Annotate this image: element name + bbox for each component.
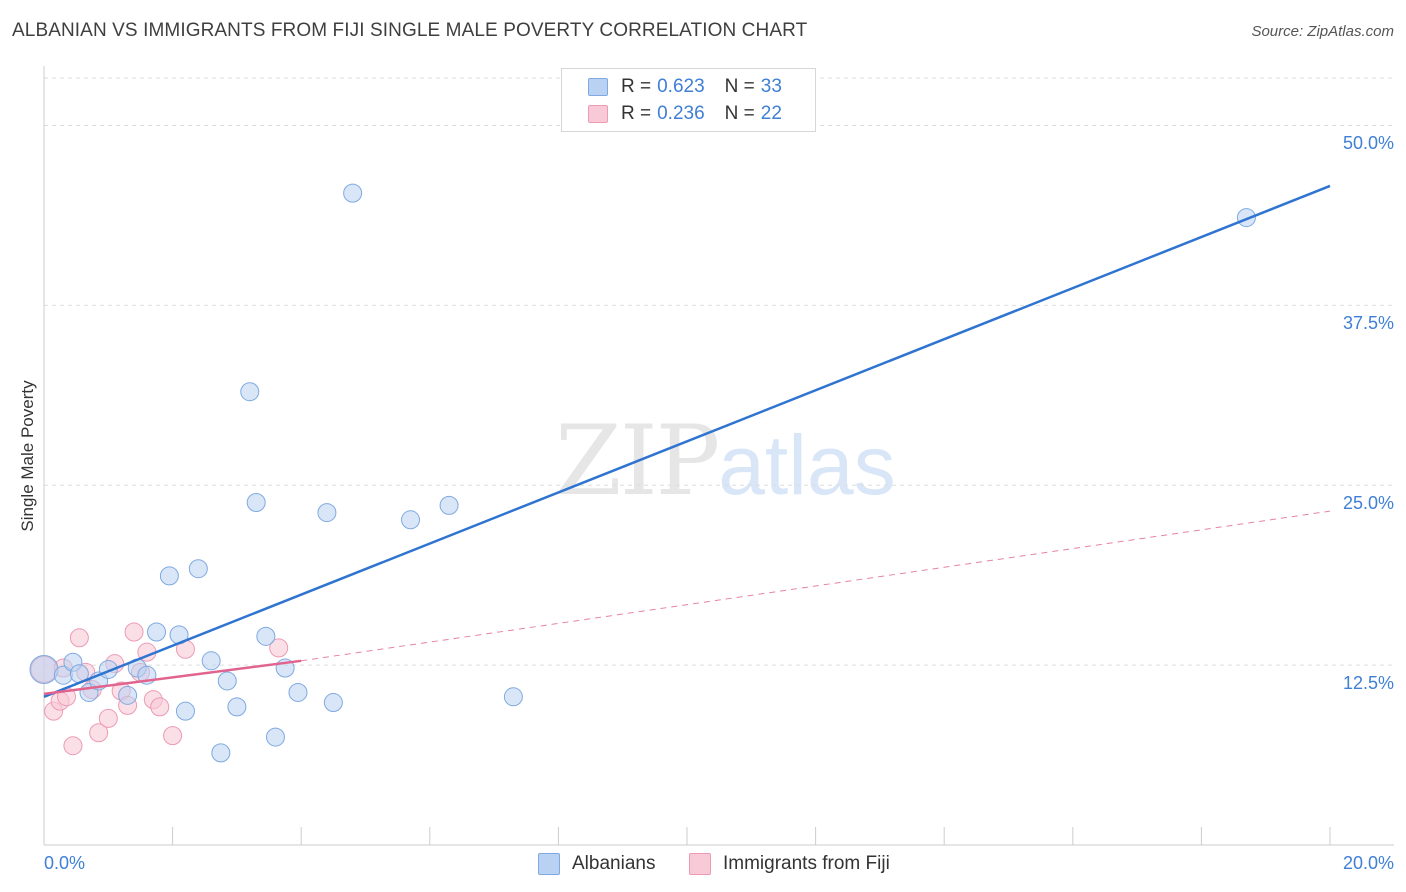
y-tick-label: 50.0%: [1342, 133, 1394, 154]
point-albanians: [401, 510, 421, 530]
gridlines: [44, 77, 1394, 666]
y-tick-label: 12.5%: [1342, 673, 1394, 694]
legend-r-label: R =: [621, 103, 652, 124]
point-albanians: [159, 566, 179, 586]
point-fiji: [69, 628, 89, 648]
trend-lines: [301, 510, 1331, 662]
watermark-atlas: atlas: [718, 418, 896, 512]
point-albanians: [343, 183, 363, 203]
legend-swatch-albanians: [588, 78, 608, 96]
legend-label-fiji: Immigrants from Fiji: [723, 853, 890, 874]
series-albanians: [29, 183, 1331, 763]
trendline-fiji: [43, 659, 302, 696]
trendline-fiji-dashed: [301, 510, 1331, 662]
watermark: ZIPatlas: [555, 405, 896, 517]
legend-swatch-fiji: [588, 105, 608, 123]
point-albanians: [323, 693, 343, 713]
legend-swatch-fiji: [689, 853, 711, 875]
correlation-legend: R = 0.623 N = 33 R = 0.236 N = 22: [561, 68, 816, 132]
legend-item-albanians[interactable]: Albanians: [538, 852, 655, 876]
point-albanians: [118, 685, 138, 705]
legend-swatch-albanians: [538, 853, 560, 875]
legend-row-fiji: R = 0.236 N = 22: [588, 102, 782, 126]
point-albanians: [175, 701, 195, 721]
point-albanians: [288, 682, 308, 702]
point-albanians: [201, 651, 221, 671]
x-tick-label-max: 20.0%: [1342, 853, 1394, 873]
trendline-albanians: [43, 184, 1331, 698]
legend-item-fiji[interactable]: Immigrants from Fiji: [689, 852, 890, 876]
point-fiji: [150, 697, 170, 717]
point-albanians: [439, 495, 459, 515]
point-albanians: [317, 503, 337, 523]
legend-label-albanians: Albanians: [572, 853, 656, 874]
axes: [43, 66, 1394, 846]
point-albanians: [147, 622, 167, 642]
legend-n-label: N =: [724, 76, 755, 97]
point-albanians: [217, 671, 237, 691]
series-legend: Albanians Immigrants from Fiji: [0, 852, 1406, 876]
point-fiji: [98, 708, 118, 728]
point-fiji: [163, 726, 183, 746]
point-albanians: [227, 697, 247, 717]
legend-n-value: 22: [760, 103, 782, 124]
point-albanians: [240, 382, 260, 402]
legend-r-value: 0.623: [657, 76, 705, 97]
legend-r-label: R =: [621, 76, 652, 97]
point-albanians: [265, 727, 285, 747]
point-albanians: [256, 626, 276, 646]
point-albanians: [503, 687, 523, 707]
y-tick-label: 25.0%: [1342, 493, 1394, 514]
legend-n-label: N =: [724, 103, 755, 124]
source-label: Source: ZipAtlas.com: [1251, 23, 1394, 40]
legend-r-value: 0.236: [657, 103, 705, 124]
point-albanians: [211, 743, 231, 763]
y-axis-label: Single Male Poverty: [18, 380, 37, 532]
point-albanians: [246, 493, 266, 513]
series-fiji: [30, 622, 289, 756]
point-fiji: [124, 622, 144, 642]
point-albanians: [188, 559, 208, 579]
point-fiji: [89, 723, 109, 743]
legend-n-value: 33: [760, 76, 782, 97]
x-tick-label-min: 0.0%: [44, 853, 86, 873]
y-tick-label: 37.5%: [1342, 313, 1394, 334]
legend-row-albanians: R = 0.623 N = 33: [588, 75, 782, 99]
point-fiji: [63, 736, 83, 756]
point-albanians: [29, 654, 59, 684]
point-fiji: [269, 638, 289, 658]
chart-title: ALBANIAN VS IMMIGRANTS FROM FIJI SINGLE …: [12, 20, 808, 41]
